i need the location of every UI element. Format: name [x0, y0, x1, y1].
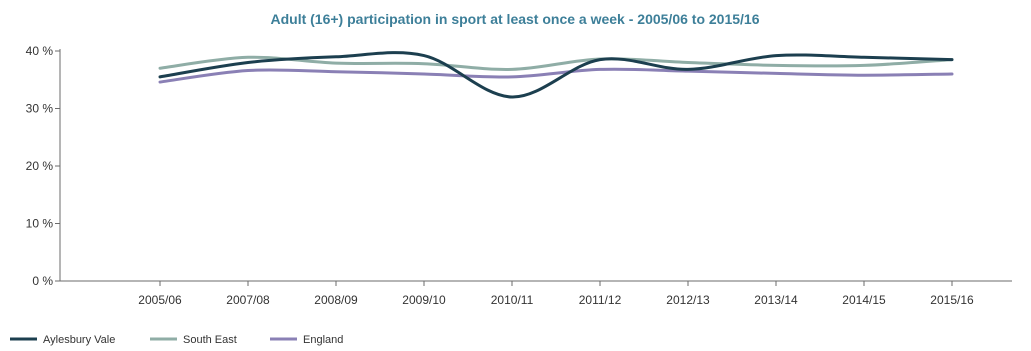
x-tick-label: 2011/12 — [579, 293, 622, 307]
x-tick-label: 2010/11 — [491, 293, 534, 307]
y-tick-label: 40 % — [26, 44, 54, 58]
y-tick-label: 0 % — [32, 274, 53, 288]
legend-label-england: England — [303, 334, 343, 346]
x-tick-label: 2013/14 — [754, 293, 798, 307]
chart-title: Adult (16+) participation in sport at le… — [270, 11, 759, 27]
y-tick-label: 30 % — [26, 102, 54, 116]
x-tick-label: 2008/09 — [314, 293, 358, 307]
chart-axes: 0 % 10 % 20 % 30 % 40 % 2005/06 2007/08 2008/09… — [26, 44, 1012, 307]
legend-label-aylesbury-vale: Aylesbury Vale — [43, 334, 115, 346]
x-tick-label: 2005/06 — [138, 293, 182, 307]
x-tick-label: 2007/08 — [226, 293, 270, 307]
series-line-england — [158, 67, 954, 84]
chart-legend: Aylesbury Vale South East England — [10, 334, 343, 346]
y-tick-label: 20 % — [26, 159, 54, 173]
x-tick-label: 2009/10 — [402, 293, 446, 307]
x-tick-label: 2015/16 — [930, 293, 974, 307]
series-line-aylesbury-vale — [158, 51, 954, 99]
legend-label-south-east: South East — [183, 334, 237, 346]
x-tick-label: 2014/15 — [842, 293, 886, 307]
x-tick-label: 2012/13 — [666, 293, 710, 307]
chart-series — [158, 51, 954, 99]
y-tick-label: 10 % — [26, 217, 54, 231]
